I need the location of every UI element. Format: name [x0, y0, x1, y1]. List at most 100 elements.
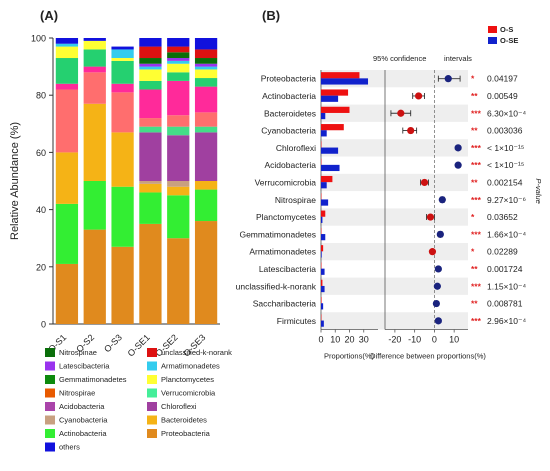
legend-label-latescibacteria: Latescibacteria [59, 362, 110, 371]
ci-point-bacteroidetes [397, 109, 405, 117]
bar-segment-proteobacteria-o-s2 [83, 229, 106, 324]
p-value-label: 9.27×10⁻⁶ [487, 195, 526, 205]
p-value-label: 0.04197 [487, 74, 518, 84]
p-value-label: 0.002154 [487, 177, 523, 187]
bar-o-s-unclassified-k-norank [321, 279, 323, 286]
bar-segment-verrucomicrobia-o-se1 [139, 126, 162, 133]
bar-segment-unclassified-k-norank-o-s2 [83, 72, 106, 104]
p-value-label: 1.66×10⁻⁴ [487, 229, 526, 239]
x-tick-label: O-S3 [102, 332, 124, 354]
significance-stars: ** [471, 299, 478, 309]
legend-swatch-unclassified-k-norank [147, 348, 157, 357]
y-tick-label: 60 [36, 148, 46, 158]
legend-swatch-nitrospinae [45, 348, 55, 357]
legend-swatch-bacteroidetes [147, 415, 157, 425]
row-stripe [320, 277, 468, 295]
bar-x-tick-label: 0 [318, 335, 323, 345]
ci-title: 95% confidence [373, 54, 426, 63]
ci-x-tick-label: -20 [388, 335, 401, 345]
bar-segment-bacteroidetes-o-s2 [83, 103, 106, 181]
p-value-label: < 1×10⁻¹⁵ [487, 143, 524, 153]
phylum-label: Firmicutes [277, 316, 316, 326]
p-value-label: 0.00549 [487, 91, 518, 101]
significance-stars: *** [471, 229, 482, 239]
bar-segment-armatimonadetes-o-s1 [55, 43, 79, 47]
legend-swatch-actinobacteria [45, 429, 55, 438]
bar-segment-unclassified-k-norank-o-se3 [194, 112, 218, 127]
significance-stars: ** [471, 264, 478, 274]
row-stripe [320, 243, 468, 261]
bar-segment-planctomycetes-o-se3 [194, 69, 218, 79]
ci-point-actinobacteria [414, 92, 423, 100]
bar-segment-firmicutes-o-se2 [167, 46, 190, 53]
legend-label-actinobacteria: Actinobacteria [59, 429, 107, 438]
bar-segment-gemmatimonadetes-o-se1 [139, 80, 162, 90]
bar-o-s-verrucomicrobia [321, 175, 333, 183]
y-tick-label: 40 [36, 205, 46, 215]
row-stripe [320, 312, 468, 330]
bar-segment-armatimonadetes-o-s3 [111, 49, 134, 59]
bar-segment-armatimonadetes-o-se3 [194, 66, 218, 70]
legend-label-unclassified-k-norank: unclassified-k-norank [161, 348, 232, 357]
bar-segment-firmicutes-o-se3 [194, 49, 218, 59]
significance-stars: * [471, 212, 475, 222]
bar-segment-latescibacteria-o-se2 [167, 58, 190, 61]
ci-point-saccharibacteria [432, 299, 440, 308]
bar-segment-armatimonadetes-o-se1 [139, 66, 162, 70]
bar-segment-verrucomicrobia-o-se2 [167, 126, 190, 136]
bar-segment-latescibacteria-o-se1 [139, 63, 162, 67]
bar-segment-others-o-se1 [139, 38, 162, 47]
legend-label-chloroflexi: Chloroflexi [161, 402, 197, 411]
legend-label-o-s: O-S [500, 25, 513, 34]
bar-o-s-proteobacteria [321, 72, 360, 79]
significance-stars: *** [471, 316, 482, 326]
row-stripe [320, 139, 468, 157]
bar-o-se-latescibacteria [321, 268, 325, 275]
y-tick-label: 0 [41, 320, 46, 330]
ci-point-firmicutes [434, 317, 442, 325]
bar-segment-planctomycetes-o-s1 [55, 46, 79, 59]
significance-stars: * [471, 247, 475, 257]
bar-x-tick-label: 30 [359, 335, 369, 345]
p-value-label: 0.008781 [487, 299, 523, 309]
bar-segment-others-o-s3 [111, 46, 134, 50]
bar-o-se-saccharibacteria [321, 303, 324, 310]
bar-segment-others-o-s1 [55, 38, 79, 44]
bar-segment-verrucomicrobia-o-se3 [194, 126, 218, 133]
bar-o-se-proteobacteria [321, 78, 369, 85]
bar-segment-actinobacteria-o-s3 [111, 186, 134, 247]
bar-x-title: Proportions(%) [324, 352, 375, 361]
bar-segment-others-o-se3 [194, 38, 218, 50]
ci-x-title: Difference between proportions(%) [370, 352, 486, 361]
bar-segment-firmicutes-o-se1 [139, 46, 162, 59]
legend-label-nitrospinae: Nitrospinae [59, 348, 97, 357]
bar-segment-planctomycetes-o-s2 [83, 40, 106, 50]
bar-o-s-bacteroidetes [321, 106, 350, 113]
bar-segment-chloroflexi-o-se2 [167, 135, 190, 181]
row-stripe [320, 173, 468, 192]
panel-a-label: (A) [40, 8, 58, 23]
bar-x-tick-label: 20 [344, 335, 354, 345]
row-stripe [320, 208, 468, 226]
bar-segment-planctomycetes-o-se1 [139, 69, 162, 81]
legend-swatch-nitrospirae [45, 388, 55, 398]
bar-segment-bacteroidetes-o-s1 [55, 152, 79, 204]
bar-o-se-armatimonadetes [321, 251, 322, 258]
bar-segment-gemmatimonadetes-o-s1 [55, 58, 79, 84]
bar-segment-gemmatimonadetes-o-se2 [167, 72, 190, 81]
ci-point-cyanobacteria [407, 126, 415, 135]
p-value-label: 1.15×10⁻⁴ [487, 281, 526, 291]
y-axis-title: Relative Abundance (%) [9, 122, 21, 240]
bar-segment-nitrospirae-o-se1 [139, 89, 162, 119]
legend-swatch-cyanobacteria [45, 415, 55, 425]
y-tick-label: 100 [31, 34, 46, 44]
legend-label-proteobacteria: Proteobacteria [161, 429, 211, 438]
bar-o-s-actinobacteria [321, 89, 349, 96]
ci-point-latescibacteria [434, 265, 442, 273]
significance-stars: *** [471, 143, 482, 153]
bar-segment-unclassified-k-norank-o-se1 [139, 118, 162, 127]
panel-b-label: (B) [262, 8, 280, 23]
bar-segment-gemmatimonadetes-o-se3 [194, 78, 218, 87]
phylum-label: Bacteroidetes [264, 108, 316, 118]
